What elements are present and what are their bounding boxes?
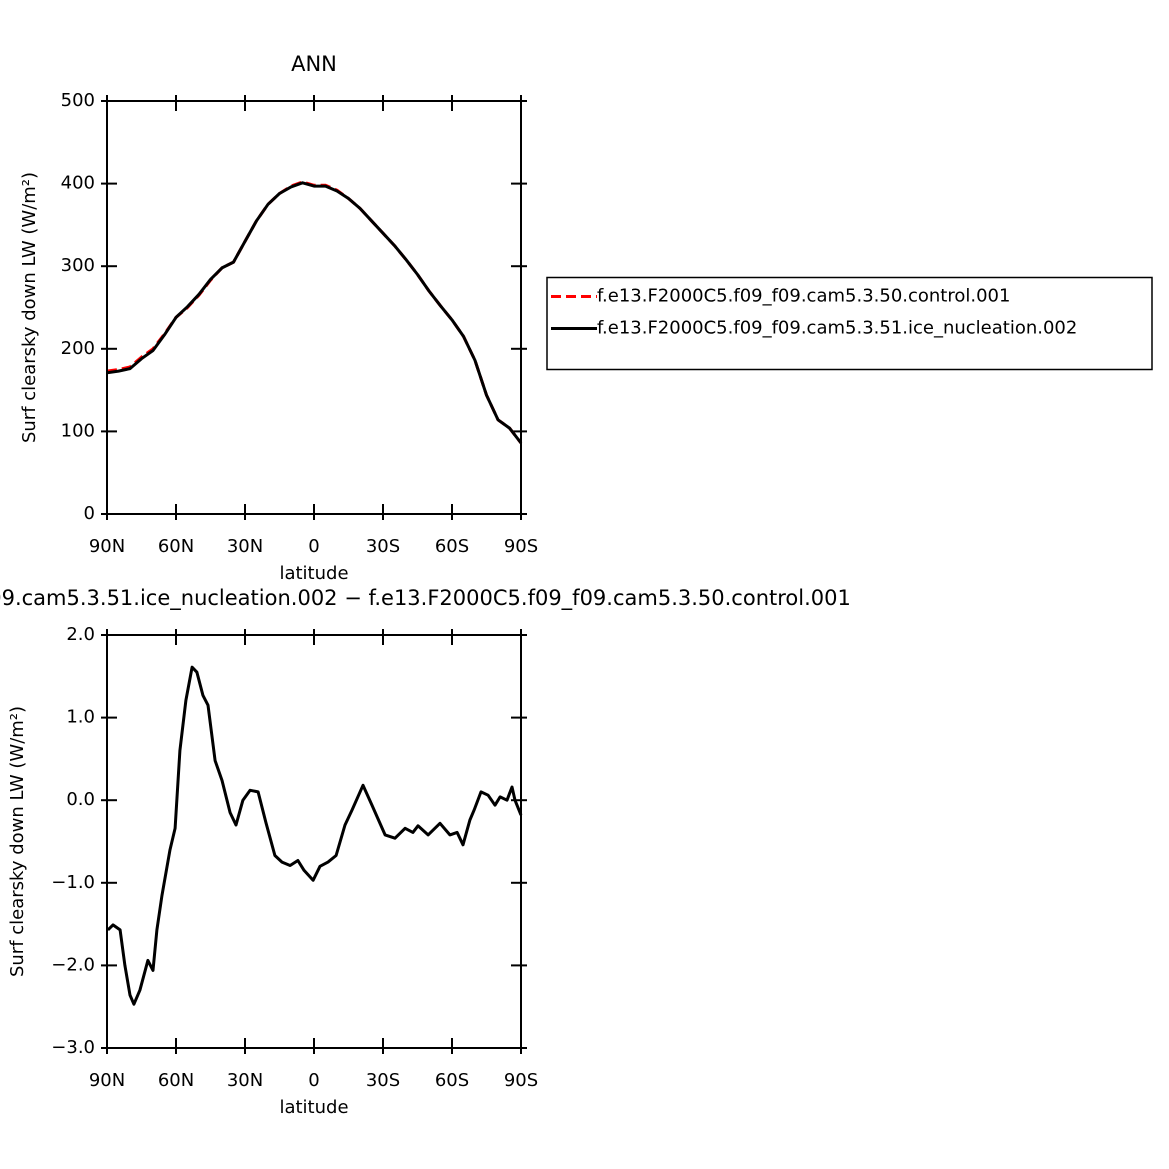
y-tick-label: 100: [61, 420, 95, 441]
x-tick-label: 0: [308, 1070, 319, 1091]
y-axis-label: Surf clearsky down LW (W/m²): [19, 172, 40, 443]
x-tick-label: 60S: [435, 1070, 469, 1091]
y-tick-label: −2.0: [51, 954, 95, 975]
legend-label: f.e13.F2000C5.f09_f09.cam5.3.50.control.…: [597, 286, 1010, 307]
plot-frame: [106, 100, 522, 515]
data-line: [106, 181, 523, 444]
x-tick-label: 30S: [366, 1070, 400, 1091]
x-tick-label: 90N: [89, 536, 125, 557]
legend-box: [546, 276, 1153, 371]
y-tick-label: 2.0: [66, 624, 95, 645]
y-tick-label: 300: [61, 255, 95, 276]
x-axis-label: latitude: [279, 563, 348, 584]
x-tick-label: 90S: [504, 1070, 538, 1091]
y-tick-label: 1.0: [66, 707, 95, 728]
plot-frame: [106, 634, 522, 1049]
y-tick-label: 400: [61, 173, 95, 194]
x-tick-label: 60S: [435, 536, 469, 557]
data-line: [106, 665, 523, 1006]
x-tick-label: 90S: [504, 536, 538, 557]
x-tick-label: 30S: [366, 536, 400, 557]
x-tick-label: 90N: [89, 1070, 125, 1091]
y-tick-label: 0: [84, 503, 95, 524]
x-tick-label: 30N: [227, 1070, 263, 1091]
y-axis-label: Surf clearsky down LW (W/m²): [7, 706, 28, 977]
x-axis-label: latitude: [279, 1097, 348, 1118]
data-line: [106, 180, 523, 444]
y-tick-label: 200: [61, 338, 95, 359]
y-tick-label: −1.0: [51, 872, 95, 893]
x-tick-label: 60N: [158, 536, 194, 557]
y-tick-label: 0.0: [66, 789, 95, 810]
y-tick-label: −3.0: [51, 1037, 95, 1058]
chart-title: f.e13.F2000C5.f09_f09.cam5.3.51.ice_nucl…: [0, 586, 851, 611]
chart-title: ANN: [291, 52, 337, 76]
x-tick-label: 30N: [227, 536, 263, 557]
legend-label: f.e13.F2000C5.f09_f09.cam5.3.51.ice_nucl…: [597, 318, 1077, 339]
y-tick-label: 500: [61, 90, 95, 111]
x-tick-label: 0: [308, 536, 319, 557]
x-tick-label: 60N: [158, 1070, 194, 1091]
